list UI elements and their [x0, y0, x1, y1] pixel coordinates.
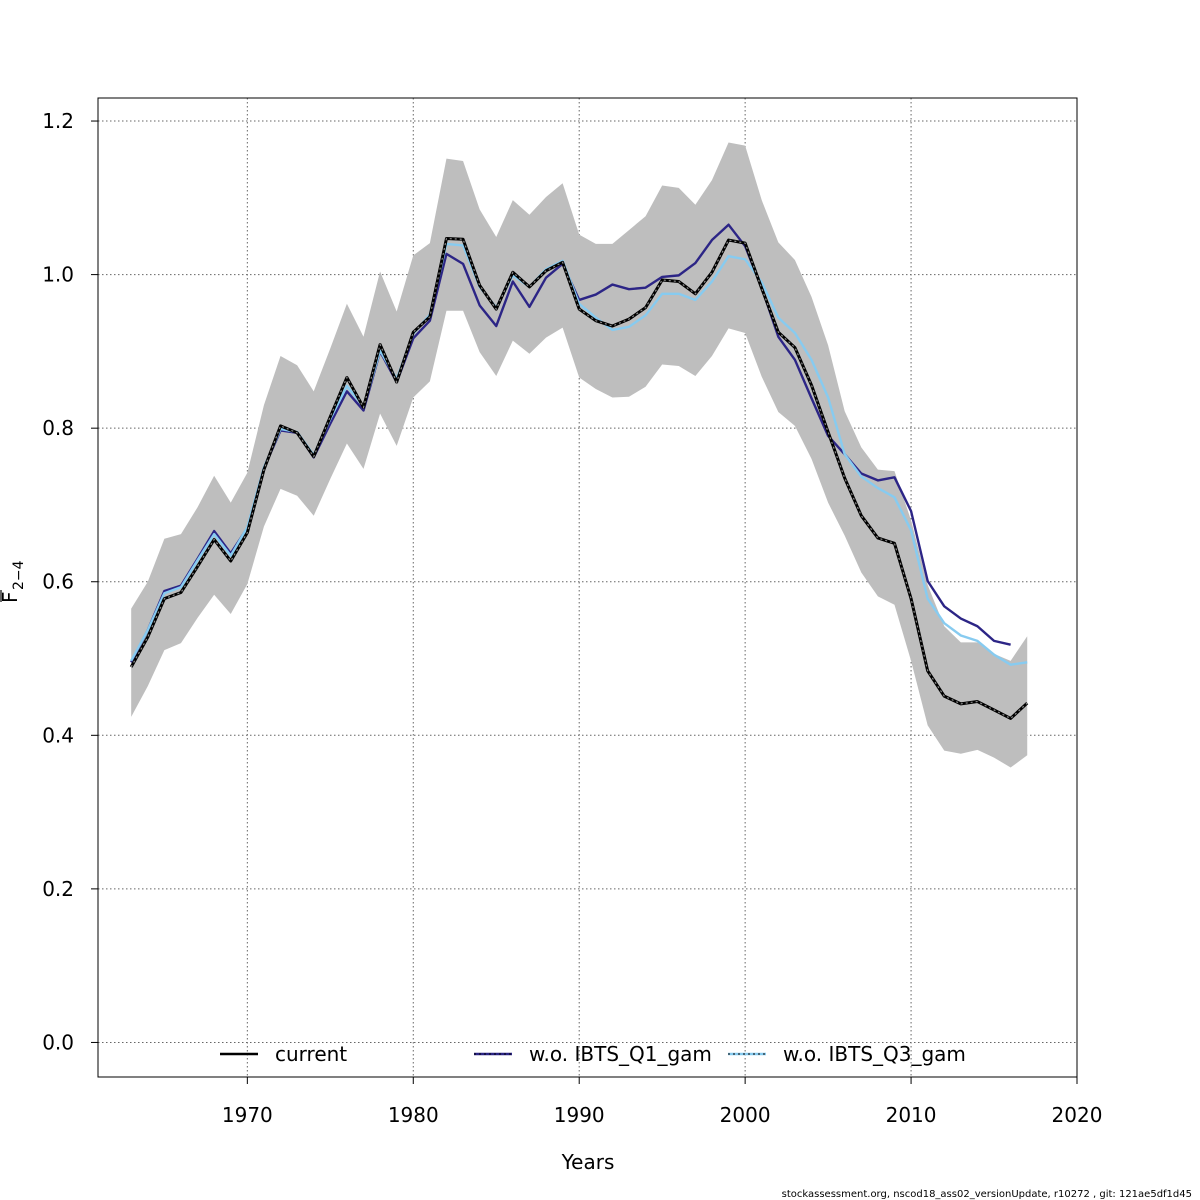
y-tick-label: 1.2: [42, 109, 74, 133]
x-tick-label: 1990: [554, 1103, 605, 1127]
legend-label: w.o. IBTS_Q1_gam: [529, 1042, 712, 1066]
series-line-current-dots: [130, 237, 1028, 720]
x-tick-label: 1980: [388, 1103, 439, 1127]
confidence-band: [131, 142, 1028, 768]
x-tick-label: 2010: [886, 1103, 937, 1127]
y-axis-title-subscript: 2−4: [11, 560, 27, 590]
y-axis-title-group: F 2−4: [0, 560, 27, 603]
y-tick-label: 0.2: [42, 877, 74, 901]
x-tick-label: 2020: [1052, 1103, 1103, 1127]
x-axis-title: Years: [561, 1150, 615, 1174]
series-layer: [129, 223, 1029, 720]
x-tick-label: 1970: [222, 1103, 273, 1127]
x-axis: 1970 1980 1990 2000 2010 2020: [222, 1076, 1103, 1127]
y-tick-label: 0.6: [42, 570, 74, 594]
legend-label: w.o. IBTS_Q3_gam: [783, 1042, 966, 1066]
y-tick-label: 0.0: [42, 1030, 74, 1054]
y-tick-label: 0.4: [42, 723, 74, 747]
y-tick-label: 1.0: [42, 263, 74, 287]
x-tick-label: 2000: [720, 1103, 771, 1127]
footer-credit: stockassessment.org, nscod18_ass02_versi…: [782, 1189, 1192, 1200]
y-axis-title: F: [0, 591, 22, 603]
y-axis: 0.0 0.2 0.4 0.6 0.8 1.0 1.2: [42, 109, 99, 1054]
legend-label: current: [275, 1042, 347, 1066]
y-tick-label: 0.8: [42, 416, 74, 440]
legend: current w.o. IBTS_Q1_gam w.o. IBTS_Q3_gam: [220, 1042, 966, 1066]
